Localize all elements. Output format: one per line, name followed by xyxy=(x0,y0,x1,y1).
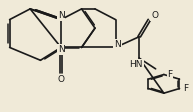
Text: N: N xyxy=(58,11,64,20)
Text: N: N xyxy=(114,40,121,49)
Text: O: O xyxy=(151,11,158,20)
Text: F: F xyxy=(167,70,173,79)
Text: O: O xyxy=(58,75,64,84)
Text: F: F xyxy=(183,84,188,93)
Text: HN: HN xyxy=(129,60,143,69)
Text: N: N xyxy=(58,45,64,54)
